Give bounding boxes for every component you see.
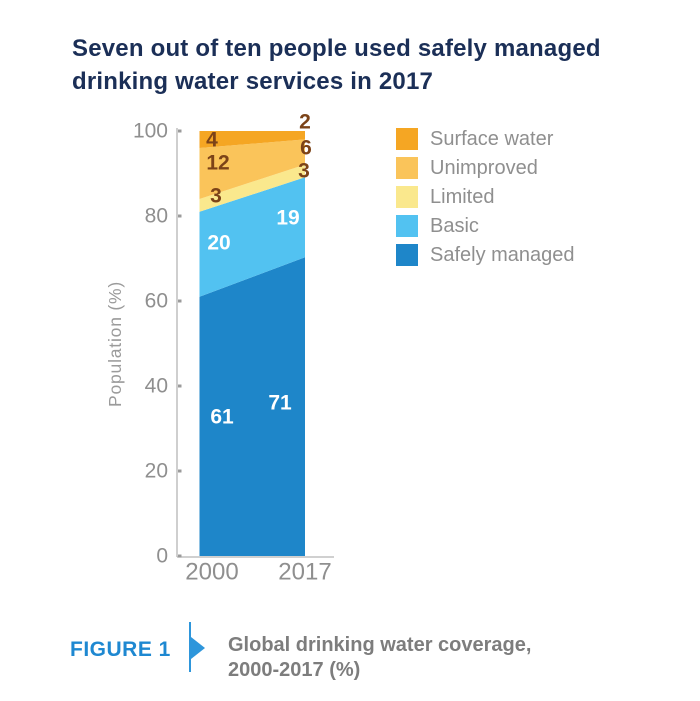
legend-swatch-surface-water [396,128,418,150]
legend-item-safely-managed: Safely managed [396,244,575,266]
legend-item-unimproved: Unimproved [396,157,575,179]
legend-swatch-basic [396,215,418,237]
y-tick-label-100: 100 [133,120,168,143]
y-tick-100 [178,129,182,133]
figure-caption: Global drinking water coverage, 2000-201… [228,633,531,683]
value-label-2017-safely-managed: 71 [268,392,292,415]
legend-item-surface-water: Surface water [396,128,575,150]
legend-label-basic: Basic [430,214,479,237]
figure-title: Seven out of ten people used safely mana… [72,35,601,96]
legend-swatch-limited [396,186,418,208]
figure-label: FIGURE 1 [70,638,171,661]
value-label-2000-basic: 20 [207,232,230,255]
area-unimproved [199,139,305,199]
y-tick-60 [178,299,182,303]
chart-legend: Surface water Unimproved Limited Basic Safel… [396,128,575,273]
value-label-2000-surface-water: 4 [206,129,218,152]
area-limited [199,164,305,212]
value-label-2017-limited: 3 [298,160,310,183]
figure-caption-line2: 2000-2017 (%) [228,659,361,681]
value-label-2017-surface-water: 2 [299,111,311,134]
legend-label-unimproved: Unimproved [430,156,538,179]
x-category-label-2017: 2017 [278,559,331,586]
figure-caption-line1: Global drinking water coverage, [228,634,532,656]
y-tick-80 [178,214,182,218]
legend-swatch-safely-managed [396,244,418,266]
y-tick-label-20: 20 [145,460,168,483]
legend-swatch-unimproved [396,157,418,179]
y-tick-20 [178,469,182,473]
value-label-2000-unimproved: 12 [206,152,229,175]
y-tick-0 [178,554,182,558]
value-label-2017-basic: 19 [276,207,299,230]
figure-arrow-icon [191,637,205,659]
x-category-label-2000: 2000 [185,559,238,586]
y-tick-label-60: 60 [145,290,168,313]
value-label-2017-unimproved: 6 [300,137,312,160]
legend-label-surface-water: Surface water [430,127,554,150]
area-surface-water [199,131,305,148]
figure-divider [189,622,191,672]
legend-item-basic: Basic [396,215,575,237]
area-safely-managed [199,257,305,556]
y-tick-label-80: 80 [145,205,168,228]
legend-item-limited: Limited [396,186,575,208]
y-tick-40 [178,384,182,388]
y-axis-title: Population (%) [105,281,125,407]
legend-label-safely-managed: Safely managed [430,243,575,266]
y-tick-label-40: 40 [145,375,168,398]
legend-label-limited: Limited [430,185,495,208]
value-label-2000-safely-managed: 61 [210,406,234,429]
y-tick-label-0: 0 [156,545,168,568]
value-label-2000-limited: 3 [210,185,222,208]
area-basic [199,177,305,297]
stacked-area-chart: 0 20 40 60 80 100 2000 2017 Population (%) 61 71 20… [105,111,334,586]
